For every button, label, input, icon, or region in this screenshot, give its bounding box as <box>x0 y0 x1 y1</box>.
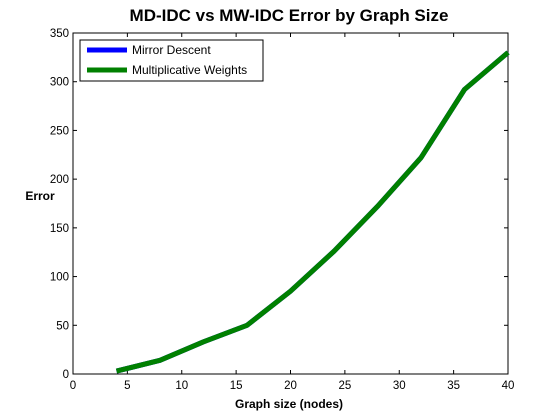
x-tick-label: 30 <box>393 380 406 392</box>
x-tick-label: 20 <box>284 380 297 392</box>
x-tick-label: 40 <box>502 380 515 392</box>
chart-title: MD-IDC vs MW-IDC Error by Graph Size <box>130 6 449 25</box>
x-tick-label: 15 <box>230 380 243 392</box>
series-lines <box>115 50 510 374</box>
legend: Mirror Descent Multiplicative Weights <box>79 39 264 82</box>
x-tick-label: 10 <box>175 380 188 392</box>
legend-label-2: Multiplicative Weights <box>132 63 247 77</box>
legend-label-1: Mirror Descent <box>132 43 211 57</box>
x-tick-label: 35 <box>447 380 460 392</box>
x-tick-label: 25 <box>338 380 351 392</box>
y-tick-label: 200 <box>50 174 69 186</box>
y-tick-label: 300 <box>50 77 69 89</box>
y-axis-label: Error <box>25 189 55 203</box>
y-tick-label: 0 <box>63 369 69 381</box>
legend-box <box>79 39 264 82</box>
y-tick-label: 250 <box>50 125 69 137</box>
x-tick-label: 0 <box>70 380 76 392</box>
plot-area <box>72 32 509 375</box>
y-tick-label: 150 <box>50 223 69 235</box>
y-tick-label: 100 <box>50 272 69 284</box>
y-tick-label: 50 <box>56 320 69 332</box>
x-tick-label: 5 <box>124 380 130 392</box>
series-line-2 <box>115 50 510 374</box>
y-tick-label: 350 <box>50 28 69 40</box>
axis-ticks: 0 5 10 15 20 25 30 35 40 0 50 100 150 200 250 300 350 <box>50 28 515 392</box>
x-axis-label: Graph size (nodes) <box>235 397 343 411</box>
